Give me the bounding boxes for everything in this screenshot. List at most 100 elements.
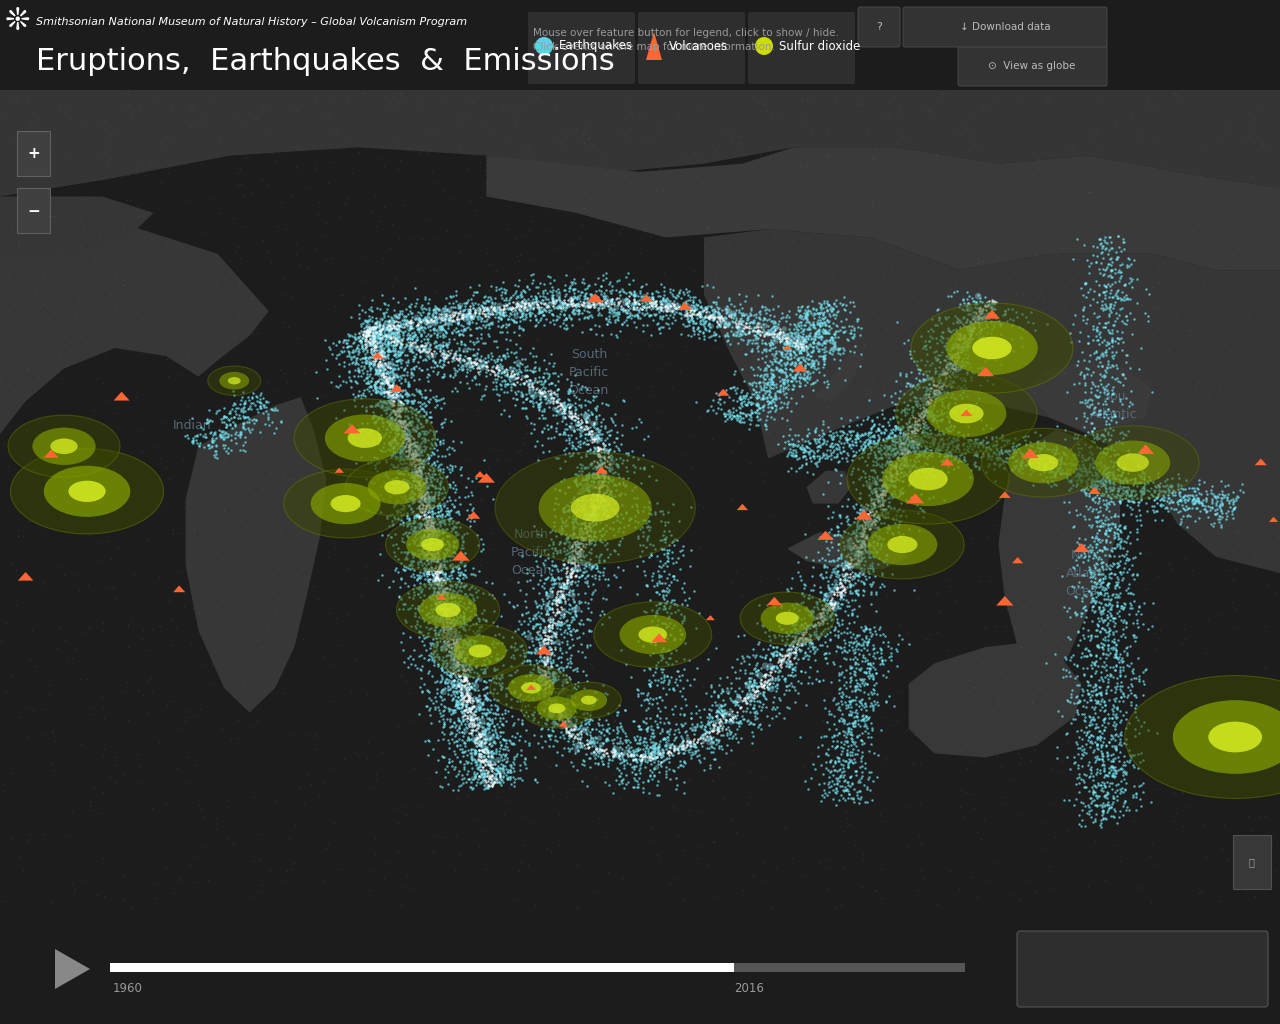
Point <box>431 573 452 590</box>
Point <box>326 347 347 364</box>
Point <box>486 301 507 317</box>
Point <box>590 295 611 311</box>
Point <box>1110 263 1130 280</box>
Point <box>961 401 982 418</box>
Point <box>666 652 686 669</box>
Point <box>604 744 625 761</box>
Point <box>905 454 925 470</box>
Point <box>436 290 457 306</box>
Point <box>616 312 636 329</box>
Point <box>837 434 858 451</box>
Point <box>613 475 634 492</box>
Point <box>545 715 566 731</box>
Point <box>1091 376 1111 392</box>
Point <box>751 335 772 351</box>
Point <box>506 361 526 378</box>
Point <box>380 337 401 353</box>
Point <box>429 593 449 609</box>
Point <box>792 322 813 338</box>
Point <box>449 496 470 512</box>
Point <box>878 455 899 471</box>
Point <box>497 341 517 357</box>
Point <box>550 294 571 310</box>
Point <box>206 429 227 445</box>
Point <box>527 398 548 415</box>
Point <box>342 355 362 372</box>
Point <box>820 596 841 612</box>
Point <box>617 298 637 314</box>
Point <box>429 340 449 356</box>
Point <box>1078 471 1098 487</box>
Point <box>367 383 388 399</box>
Point <box>749 717 769 733</box>
Point <box>451 692 471 709</box>
Point <box>434 629 454 645</box>
Point <box>516 391 536 408</box>
Point <box>957 295 978 311</box>
Point <box>1082 580 1102 596</box>
Point <box>1208 607 1229 624</box>
Point <box>593 735 613 752</box>
Point <box>808 323 828 339</box>
Point <box>365 361 385 378</box>
Point <box>393 414 413 430</box>
Point <box>507 640 527 656</box>
Point <box>1149 482 1170 499</box>
Point <box>850 642 870 658</box>
Point <box>51 461 72 477</box>
Point <box>380 395 401 412</box>
Point <box>756 347 777 364</box>
Point <box>430 328 451 344</box>
Point <box>824 310 845 327</box>
Point <box>419 528 439 545</box>
Point <box>1126 566 1147 583</box>
Point <box>438 599 458 615</box>
Point <box>989 315 1010 332</box>
Point <box>771 652 791 669</box>
Point <box>1169 486 1189 503</box>
Point <box>841 629 861 645</box>
Point <box>927 586 947 602</box>
Point <box>991 326 1011 342</box>
Point <box>617 303 637 319</box>
Point <box>671 738 691 755</box>
Point <box>690 304 710 321</box>
Point <box>595 502 616 518</box>
Point <box>424 623 444 639</box>
Point <box>1147 321 1167 337</box>
Point <box>1059 462 1079 478</box>
Point <box>813 325 833 341</box>
Point <box>365 339 385 355</box>
Point <box>754 397 774 414</box>
Point <box>852 691 873 708</box>
Point <box>493 710 513 726</box>
Point <box>470 729 490 745</box>
Point <box>431 506 452 522</box>
Point <box>456 679 476 695</box>
Point <box>415 337 435 353</box>
Point <box>645 637 666 653</box>
Point <box>922 462 942 478</box>
Point <box>612 281 632 297</box>
Point <box>1076 465 1097 481</box>
Point <box>948 299 969 315</box>
Point <box>758 404 778 421</box>
Point <box>732 410 753 426</box>
Point <box>1043 441 1064 458</box>
Point <box>524 374 544 390</box>
Point <box>900 463 920 479</box>
Point <box>868 556 888 572</box>
Point <box>833 639 854 655</box>
Point <box>444 604 465 621</box>
Point <box>424 522 444 539</box>
Point <box>831 897 851 913</box>
Point <box>474 777 494 794</box>
Point <box>449 677 470 693</box>
Point <box>558 586 579 602</box>
Point <box>851 768 872 784</box>
Ellipse shape <box>896 374 1037 453</box>
Point <box>387 328 407 344</box>
Point <box>653 589 673 605</box>
Point <box>804 355 824 372</box>
Point <box>403 515 424 531</box>
